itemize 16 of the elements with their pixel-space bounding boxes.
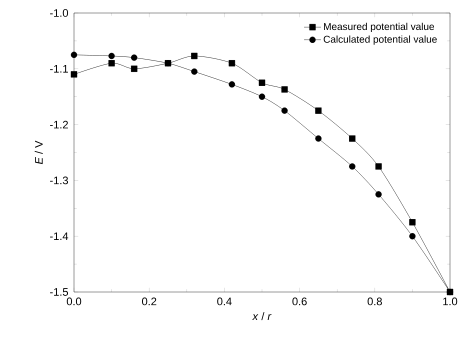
x-tick-label: 0.2 <box>142 298 156 306</box>
y-tick-label: -1.5 <box>50 288 68 296</box>
legend-label: Calculated potential value <box>324 35 437 45</box>
x-tick-label: 0.4 <box>217 298 232 306</box>
x-tick-label: 0.6 <box>292 298 307 306</box>
y-tick-label: -1.2 <box>50 120 68 128</box>
y-tick-label: -1.0 <box>50 9 68 17</box>
x-tick-label: 0.0 <box>66 298 82 306</box>
y-axis-title: E / V <box>34 140 43 164</box>
x-tick-label: 1.0 <box>443 298 458 306</box>
y-tick-label: -1.3 <box>50 176 68 184</box>
y-tick-label: -1.1 <box>50 65 68 73</box>
x-axis-title: x / r <box>252 312 272 320</box>
x-tick-label: 0.8 <box>368 298 382 306</box>
y-tick-label: -1.4 <box>50 232 68 240</box>
legend-label: Measured potential value <box>324 22 434 32</box>
